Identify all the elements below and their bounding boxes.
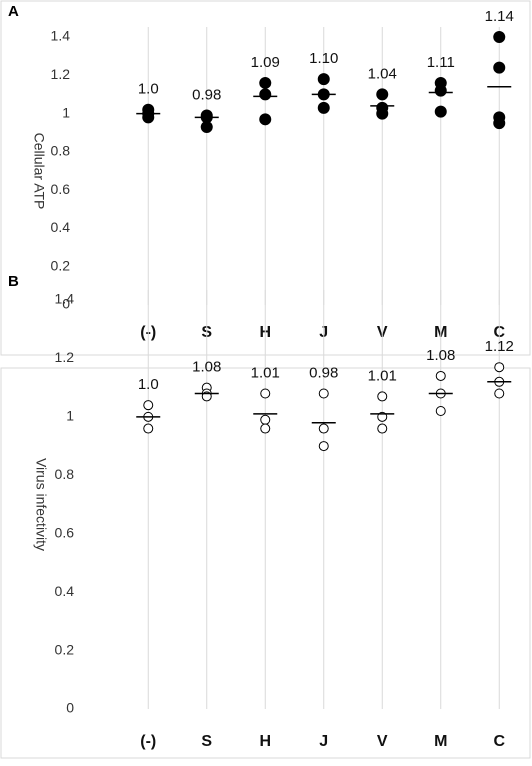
y-tick-label: 1.2 [55, 349, 75, 365]
data-point [494, 388, 505, 399]
value-label: 0.98 [309, 364, 338, 381]
value-label: 1.09 [251, 54, 280, 71]
y-tick-label: 0.4 [51, 219, 71, 235]
y-tick-label: 1 [66, 408, 74, 424]
panel-label: A [8, 3, 19, 20]
data-point [434, 84, 447, 97]
y-tick-label: 1.4 [55, 291, 75, 307]
x-tick-label: S [201, 733, 212, 750]
panel-label: B [8, 273, 19, 290]
data-point [260, 414, 271, 425]
x-tick-label: M [434, 733, 447, 750]
data-point [317, 101, 330, 114]
value-label: 1.0 [138, 81, 159, 98]
y-tick-label: 0.6 [51, 181, 71, 197]
data-point [435, 406, 446, 417]
y-axis-label: Cellular ATP [31, 133, 47, 210]
y-tick-label: 1 [62, 104, 70, 120]
data-point [434, 105, 447, 118]
y-axis-label: Virus infectivity [33, 458, 49, 551]
y-tick-label: 1.2 [51, 66, 71, 82]
value-label: 1.10 [309, 50, 338, 67]
y-tick-label: 0.6 [55, 524, 75, 540]
data-point [318, 441, 329, 452]
data-point [260, 423, 271, 434]
value-label: 1.12 [485, 338, 514, 355]
y-tick-label: 1.4 [51, 28, 71, 44]
value-label: 1.11 [427, 54, 455, 71]
data-point [493, 117, 506, 130]
value-label: 1.08 [426, 347, 455, 364]
data-point [143, 400, 154, 411]
data-point [435, 370, 446, 381]
y-tick-label: 0.8 [55, 466, 75, 482]
data-point [317, 73, 330, 86]
x-tick-label: C [493, 733, 505, 750]
y-tick-label: 0.2 [51, 257, 71, 273]
value-label: 1.0 [138, 376, 159, 393]
value-label: 1.01 [368, 367, 397, 384]
y-tick-label: 0 [62, 296, 70, 312]
data-point [377, 391, 388, 402]
data-point [493, 31, 506, 43]
value-label: 1.04 [368, 65, 397, 82]
data-point [318, 423, 329, 434]
x-tick-label: J [319, 733, 328, 750]
data-point [494, 362, 505, 373]
x-tick-label: V [377, 733, 388, 750]
x-tick-label: (-) [140, 733, 156, 750]
data-point [260, 388, 271, 399]
data-point [376, 88, 389, 101]
data-point [143, 423, 154, 434]
x-tick-label: H [259, 733, 271, 750]
value-label: 1.08 [192, 359, 221, 376]
data-point [259, 76, 272, 89]
y-tick-label: 0.4 [55, 583, 75, 599]
data-point [318, 388, 329, 399]
data-point [142, 111, 155, 124]
value-label: 1.01 [251, 364, 280, 381]
data-point [377, 423, 388, 434]
data-point [259, 88, 272, 101]
value-label: 0.98 [192, 86, 221, 103]
y-tick-label: 0 [66, 700, 74, 716]
data-point [259, 113, 272, 126]
y-tick-label: 0.2 [55, 641, 75, 657]
data-point [200, 120, 213, 133]
data-point [493, 61, 506, 74]
value-label: 1.14 [485, 8, 514, 25]
y-tick-label: 0.8 [51, 143, 71, 159]
data-point [376, 107, 389, 120]
